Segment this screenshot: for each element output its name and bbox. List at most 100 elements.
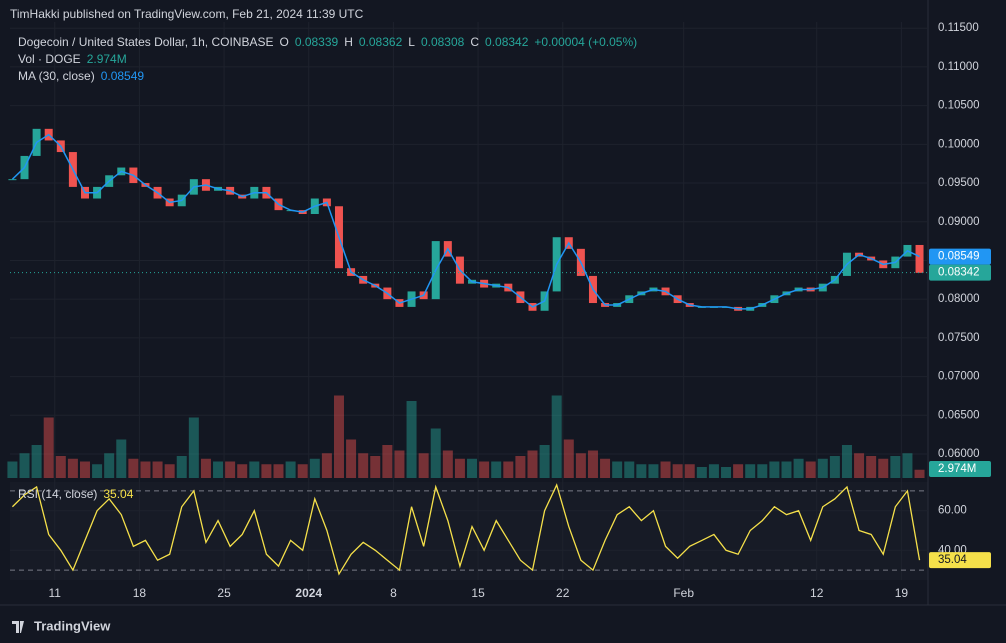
- legend: Dogecoin / United States Dollar, 1h, COI…: [18, 35, 637, 501]
- volume-bar: [237, 464, 248, 478]
- y-tick-label: 0.06000: [938, 448, 980, 460]
- x-tick-label: 18: [133, 586, 147, 600]
- volume-bar: [708, 464, 719, 478]
- volume-bar: [406, 401, 417, 478]
- x-tick-label: 22: [556, 586, 570, 600]
- volume-bar: [769, 461, 780, 478]
- candle: [915, 244, 924, 273]
- x-tick-label: 15: [471, 586, 485, 600]
- volume-bar: [31, 445, 42, 478]
- ohlc-value: 0.08362: [359, 35, 403, 49]
- volume-bar: [491, 461, 502, 478]
- ohlc-value: 0.08308: [421, 35, 465, 49]
- x-tick-label: 19: [895, 586, 909, 600]
- volume-bar: [188, 417, 199, 478]
- volume-bar: [55, 456, 66, 478]
- rsi-tick-label: 60.00: [938, 505, 967, 517]
- volume-bar: [684, 464, 695, 478]
- instrument-title: Dogecoin / United States Dollar, 1h, COI…: [18, 35, 273, 49]
- volume-bar: [817, 458, 828, 478]
- ma-tag: 0.08549: [938, 251, 980, 263]
- ma-value: 0.08549: [101, 69, 145, 83]
- change: +0.00004 (+0.05%): [534, 35, 637, 49]
- volume-bar: [370, 456, 381, 478]
- volume-bar: [261, 464, 272, 478]
- volume-bar: [152, 461, 163, 478]
- volume-bar: [273, 464, 284, 478]
- volume-bar: [636, 464, 647, 478]
- volume-bar: [539, 445, 550, 478]
- rsi-value: 35.04: [103, 487, 133, 501]
- volume-bar: [7, 461, 18, 478]
- y-tick-label: 0.09000: [938, 216, 980, 228]
- volume-bar: [104, 453, 115, 478]
- volume-bar: [454, 458, 465, 478]
- volume-bar: [128, 458, 139, 478]
- volume-bar: [321, 453, 332, 478]
- y-tick-label: 0.06500: [938, 409, 980, 421]
- x-tick-label: 8: [390, 586, 397, 600]
- grid: [10, 22, 928, 580]
- volume-bar: [297, 464, 308, 478]
- y-tick-label: 0.07500: [938, 332, 980, 344]
- volume-bar: [660, 461, 671, 478]
- volume-bar: [890, 456, 901, 478]
- volume-bar: [624, 461, 635, 478]
- volume-bar: [866, 456, 877, 478]
- volume-bar: [587, 450, 598, 478]
- ma-line: [11, 133, 920, 310]
- volume-bar: [200, 458, 211, 478]
- volume-bar: [721, 467, 732, 478]
- volume-bar: [358, 453, 369, 478]
- x-tick-label: 25: [217, 586, 231, 600]
- volume-bar: [563, 439, 574, 478]
- volume-bar: [515, 456, 526, 478]
- volume-bar: [116, 439, 127, 478]
- volume-bar: [79, 461, 90, 478]
- volume-bar: [176, 456, 187, 478]
- volume-tag: 2.974M: [938, 463, 976, 475]
- volume-bar: [285, 461, 296, 478]
- volume-bar: [733, 464, 744, 478]
- ohlc-value: 0.08339: [295, 35, 339, 49]
- rsi-line: [11, 483, 921, 576]
- volume-name: Vol · DOGE: [18, 52, 81, 66]
- ma-name: MA (30, close): [18, 69, 95, 83]
- rsi-name: RSI (14, close): [18, 487, 97, 501]
- volume-bar: [43, 417, 54, 478]
- y-tick-label: 0.10500: [938, 100, 980, 112]
- x-tick-label: 12: [810, 586, 824, 600]
- volume-bar: [648, 464, 659, 478]
- volume-bar: [672, 464, 683, 478]
- volume-bar: [309, 458, 320, 478]
- volume-bar: [418, 453, 429, 478]
- volume-bar: [479, 461, 490, 478]
- ohlc-label: L: [408, 35, 415, 49]
- volume-bar: [503, 461, 514, 478]
- volume-bar: [382, 445, 393, 478]
- price-tag: 0.08342: [938, 267, 980, 279]
- logo: TradingView: [34, 618, 111, 633]
- volume-bar: [394, 450, 405, 478]
- x-tick-label: 2024: [295, 586, 322, 600]
- price-tag-bg: [929, 264, 991, 281]
- volume-bar: [600, 458, 611, 478]
- plot: [7, 128, 928, 576]
- volume-bar: [805, 461, 816, 478]
- volume-bar: [19, 453, 30, 478]
- rsi-pane: [10, 482, 928, 580]
- volume-bar: [781, 461, 792, 478]
- volume-bar: [164, 464, 175, 478]
- volume-bar: [333, 395, 344, 478]
- rsi-tag-bg: [929, 552, 991, 569]
- ohlc-label: O: [279, 35, 288, 49]
- volume-bar: [745, 464, 756, 478]
- volume-bar: [612, 461, 623, 478]
- volume-bar: [575, 453, 586, 478]
- volume-bar: [213, 461, 224, 478]
- volume-bar: [249, 461, 260, 478]
- volume-bar: [467, 458, 478, 478]
- y-tick-label: 0.07000: [938, 371, 980, 383]
- volume-bar: [696, 467, 707, 478]
